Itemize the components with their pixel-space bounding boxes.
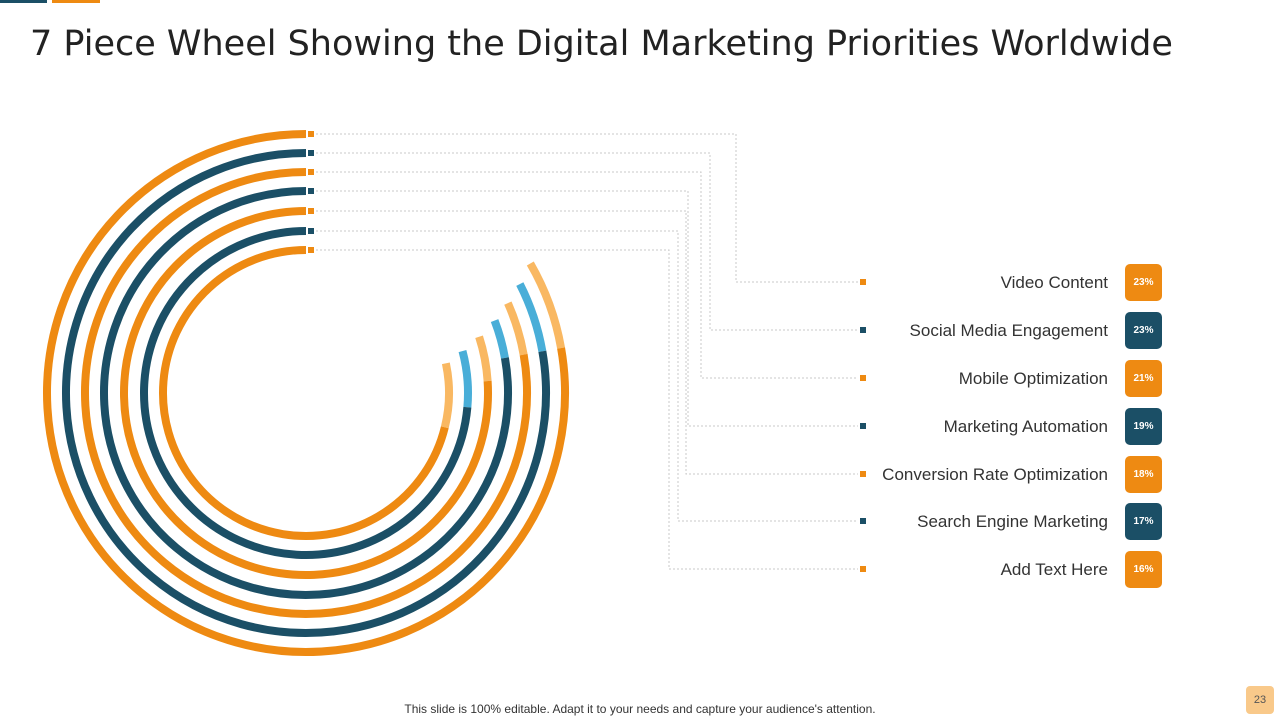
leader-line (316, 190, 858, 427)
ring-start-marker (308, 131, 314, 137)
value-badge: 17% (1125, 503, 1162, 540)
legend-marker (860, 279, 866, 285)
legend-marker (860, 327, 866, 333)
wheel-ring-remainder-search-engine-marketing (458, 350, 472, 408)
legend-item-mobile-optimization: Mobile Optimization 21% (860, 360, 1162, 397)
value-badge: 18% (1125, 456, 1162, 493)
leader-line (316, 152, 858, 331)
wheel-ring-remainder-add-text-here (440, 362, 453, 429)
ring-start-marker (308, 247, 314, 253)
legend-item-conversion-rate-optimization: Conversion Rate Optimization 18% (860, 456, 1162, 493)
footer-note: This slide is 100% editable. Adapt it to… (404, 702, 876, 716)
legend-marker (860, 423, 866, 429)
legend-item-marketing-automation: Marketing Automation 19% (860, 408, 1162, 445)
legend-label: Add Text Here (1000, 560, 1108, 579)
legend-marker (860, 518, 866, 524)
ring-start-marker (308, 188, 314, 194)
wheel-ring-value-video-content (43, 130, 569, 656)
legend-marker (860, 471, 866, 477)
value-badge: 21% (1125, 360, 1162, 397)
wheel-ring-remainder-mobile-optimization (504, 301, 528, 356)
ring-start-marker (308, 169, 314, 175)
wheel-ring-remainder-video-content (526, 261, 566, 349)
leader-line (316, 171, 858, 379)
leader-line (316, 249, 858, 570)
top-accent-bar-orange (52, 0, 100, 3)
wheel-ring-value-search-engine-marketing (140, 227, 472, 559)
wheel-ring-remainder-social-media-engagement (516, 282, 547, 353)
ring-start-marker (308, 228, 314, 234)
wheel-ring-value-mobile-optimization (81, 168, 531, 618)
value-badge: 16% (1125, 551, 1162, 588)
value-badge: 19% (1125, 408, 1162, 445)
page-title: 7 Piece Wheel Showing the Digital Market… (30, 24, 1173, 64)
legend-label: Conversion Rate Optimization (882, 465, 1108, 484)
wheel-ring-value-marketing-automation (100, 187, 512, 599)
wheel-ring-remainder-conversion-rate-optimization (475, 335, 492, 382)
legend-label: Social Media Engagement (909, 321, 1108, 340)
legend-label: Mobile Optimization (958, 369, 1108, 388)
legend-label: Search Engine Marketing (917, 512, 1108, 531)
legend-item-search-engine-marketing: Search Engine Marketing 17% (860, 503, 1162, 540)
legend-item-video-content: Video Content 23% (860, 264, 1162, 301)
value-badge: 23% (1125, 312, 1162, 349)
leader-line (316, 133, 858, 283)
wheel-ring-value-add-text-here (159, 246, 449, 540)
wheel-ring-value-conversion-rate-optimization (120, 207, 492, 579)
legend-item-social-media-engagement: Social Media Engagement 23% (860, 312, 1162, 349)
legend-marker (860, 566, 866, 572)
legend-item-add-text-here: Add Text Here 16% (860, 551, 1162, 588)
wheel-ring-remainder-marketing-automation (490, 319, 509, 359)
page-number: 23 (1246, 686, 1274, 714)
top-accent-bar-navy (0, 0, 47, 3)
value-badge: 23% (1125, 264, 1162, 301)
legend-label: Video Content (1000, 273, 1108, 292)
ring-start-marker (308, 208, 314, 214)
leader-line (316, 210, 858, 475)
legend-label: Marketing Automation (943, 417, 1108, 436)
wheel-ring-value-social-media-engagement (62, 149, 550, 637)
leader-line (316, 230, 858, 522)
legend-marker (860, 375, 866, 381)
ring-start-marker (308, 150, 314, 156)
